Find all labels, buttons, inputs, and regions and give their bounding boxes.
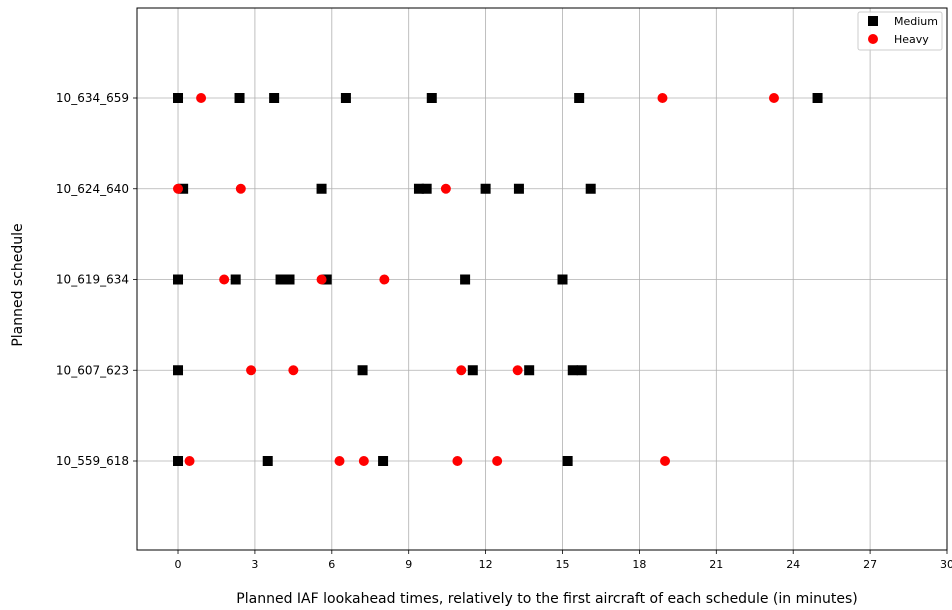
x-tick-label: 3: [251, 558, 258, 571]
heavy-point: [456, 365, 467, 376]
medium-point: [421, 183, 432, 194]
medium-point: [269, 93, 280, 103]
medium-point: [173, 274, 184, 285]
medium-point: [812, 93, 823, 103]
legend-heavy-label: Heavy: [894, 33, 929, 46]
heavy-point: [288, 365, 299, 376]
medium-point: [513, 183, 524, 194]
marker-layer: [173, 93, 823, 466]
medium-point: [378, 456, 389, 466]
y-axis-title: Planned schedule: [10, 223, 26, 346]
heavy-point: [316, 274, 327, 285]
y-tick-label: 10_619_634: [56, 273, 129, 287]
y-tick-label: 10_634_659: [56, 91, 129, 105]
heavy-point: [173, 183, 184, 194]
medium-point: [178, 183, 189, 194]
medium-point: [230, 274, 241, 285]
medium-point: [284, 274, 295, 285]
medium-point: [275, 274, 286, 285]
heavy-point: [196, 93, 207, 103]
medium-point: [557, 274, 568, 285]
heavy-point: [440, 183, 451, 194]
legend-medium-marker: [868, 16, 878, 26]
x-tick-label: 15: [556, 558, 570, 571]
x-tick-label: 24: [786, 558, 800, 571]
medium-point: [234, 93, 245, 103]
heavy-point: [379, 274, 390, 285]
medium-point: [316, 183, 327, 194]
medium-point: [460, 274, 471, 285]
heavy-point: [235, 183, 246, 194]
medium-point: [426, 93, 437, 103]
medium-point: [173, 456, 184, 466]
heavy-point: [768, 93, 779, 103]
x-tick-label: 21: [709, 558, 723, 571]
medium-point: [574, 93, 585, 103]
medium-point: [576, 365, 587, 376]
x-tick-label: 0: [175, 558, 182, 571]
medium-point: [567, 365, 578, 376]
heavy-point: [660, 456, 671, 466]
x-tick-label: 18: [632, 558, 646, 571]
x-axis-title: Planned IAF lookahead times, relatively …: [236, 591, 857, 607]
legend-box: [857, 11, 943, 51]
y-tick-label: 10_559_618: [56, 454, 129, 468]
medium-point: [357, 365, 368, 376]
legend: Medium Heavy: [857, 11, 943, 51]
heavy-point: [219, 274, 230, 285]
legend-heavy-marker: [868, 34, 878, 44]
heavy-point: [492, 456, 503, 466]
medium-point: [413, 183, 424, 194]
legend-medium-label: Medium: [894, 15, 938, 28]
y-tick-label: 10_624_640: [56, 182, 129, 196]
medium-point: [340, 93, 351, 103]
medium-point: [262, 456, 273, 466]
heavy-point: [358, 456, 369, 466]
plot-frame: [136, 7, 948, 551]
medium-point: [321, 274, 332, 285]
y-tick-label: 10_607_623: [56, 363, 129, 377]
medium-point: [480, 183, 491, 194]
heavy-point: [657, 93, 668, 103]
medium-point: [173, 93, 184, 103]
x-tick-label: 30: [940, 558, 952, 571]
grid-layer: [137, 8, 948, 550]
heavy-point: [512, 365, 523, 376]
heavy-point: [246, 365, 257, 376]
medium-point: [562, 456, 573, 466]
tick-layer: 0 3 6 9 12 15 18 21 24 27 30 10_559_618 10_607_623 10…: [56, 91, 952, 571]
medium-point: [585, 183, 596, 194]
x-tick-label: 27: [863, 558, 877, 571]
medium-point: [524, 365, 535, 376]
heavy-point: [452, 456, 463, 466]
heavy-point: [334, 456, 345, 466]
x-tick-label: 6: [328, 558, 335, 571]
medium-point: [467, 365, 478, 376]
medium-point: [173, 365, 184, 376]
x-tick-label: 12: [479, 558, 493, 571]
x-tick-label: 9: [405, 558, 412, 571]
heavy-point: [184, 456, 195, 466]
